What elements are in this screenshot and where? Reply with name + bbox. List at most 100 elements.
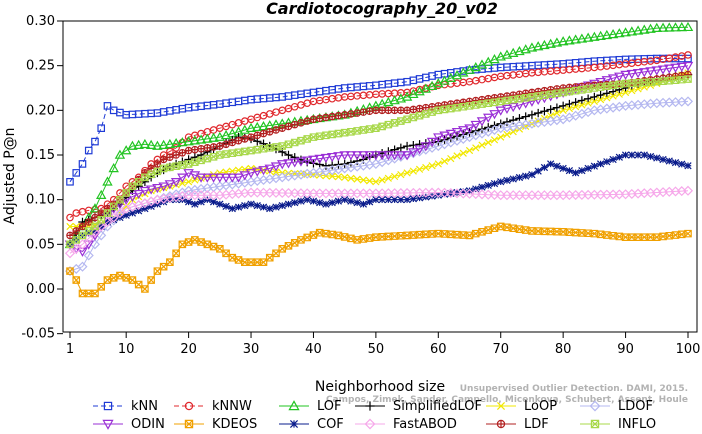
data-point-asterisk [228,204,236,213]
data-point-x [372,178,380,186]
data-point-asterisk [409,195,417,203]
data-point-square-x [234,256,243,264]
data-point-triangle [158,139,169,149]
data-point-triangle-down [308,155,319,165]
data-point-square-x [446,104,455,113]
data-point-x [609,92,617,100]
data-point-square-x [97,215,106,224]
data-point-asterisk [497,178,505,186]
series-odin [64,61,694,257]
x-axis-label: Neighborhood size [315,379,445,395]
data-point-triangle [526,42,538,52]
data-point-asterisk [216,200,224,208]
data-point-square-x [147,276,155,284]
data-point-square-x [484,226,493,234]
data-point-circle [184,401,194,411]
data-point-square [109,106,118,115]
data-point-square [78,160,87,168]
data-point-asterisk [628,151,636,159]
data-point-circle-plus [340,111,349,119]
data-point-asterisk [603,158,611,166]
data-point-square-x [134,178,143,186]
data-point-triangle-down [645,67,656,77]
data-point-triangle-down [295,157,307,167]
data-point-x [578,101,586,109]
data-point-triangle-down [651,66,663,76]
data-point-asterisk [515,173,524,182]
data-point-asterisk [328,199,336,207]
data-point-x [384,174,392,182]
data-point-square-x [403,115,411,124]
data-point-square-x [203,154,212,163]
data-point-circle-plus [334,111,343,120]
data-point-square-x [109,202,118,211]
data-point-square-x [534,92,542,100]
data-point-circle-plus [197,145,205,153]
data-point-square-x [590,84,599,92]
data-point-triangle [89,203,101,213]
data-point-circle-plus [272,126,280,134]
data-point-triangle [682,21,694,32]
data-point-circle-plus [84,218,93,226]
data-point-square-x [659,232,667,241]
data-point-x [572,103,580,111]
data-point-triangle-down [383,151,394,161]
data-point-triangle-down [682,61,694,72]
data-point-x [397,171,405,179]
data-point-triangle [582,32,594,42]
y-tick-label: 0.15 [26,148,55,163]
data-point-square-x [166,163,174,172]
data-point-circle-plus [234,136,243,145]
data-point-square-x [609,81,617,90]
data-point-square-x [216,151,224,159]
data-point-x [603,94,611,102]
data-point-square-x [172,162,180,170]
data-point-triangle-down [283,159,294,169]
data-point-asterisk [397,196,405,204]
data-point-asterisk [528,171,536,179]
data-point-plus [533,108,543,118]
data-point-asterisk [584,164,592,173]
data-point-triangle-down [470,120,481,131]
data-point-asterisk [297,197,305,205]
data-point-triangle-down [458,126,469,136]
y-tick-label: 0.10 [26,193,55,208]
data-point-asterisk [503,176,511,184]
data-point-triangle [607,28,619,39]
data-point-asterisk [222,202,230,210]
x-tick-label: 70 [492,342,509,357]
data-point-square-x [553,89,561,98]
data-point-asterisk [303,196,311,204]
y-tick-label: 0.20 [26,103,55,118]
data-point-asterisk [372,196,380,204]
data-point-circle-plus [284,122,293,131]
data-point-asterisk [184,198,193,206]
data-point-square-x [303,233,312,242]
data-point-triangle-down [426,137,438,148]
y-axis: -0.05 0.00 0.05 0.10 0.15 0.20 0.25 0.30 [21,14,63,342]
data-point-triangle-down [339,151,350,161]
series-layer [64,21,694,298]
data-point-triangle-down [326,152,338,163]
data-point-triangle-down [227,173,238,183]
data-point-asterisk [453,188,461,197]
data-point-square-x [184,160,193,168]
data-point-x [334,173,343,181]
data-point-x [621,88,630,97]
data-point-x [378,176,386,184]
data-point-square-x [297,136,305,145]
data-point-asterisk [490,179,499,188]
data-point-triangle-down [657,65,669,75]
data-point-x [409,167,417,175]
data-point-asterisk [390,196,399,204]
data-point-asterisk [122,211,130,219]
data-point-triangle-down [233,173,244,183]
data-point-circle-plus [359,108,368,116]
data-point-triangle-down [145,185,157,195]
data-point-square-x [128,276,137,284]
data-point-plus [284,150,293,160]
data-point-triangle-down [601,76,613,86]
data-point-triangle [495,51,506,61]
data-point-x [596,95,605,104]
data-point-asterisk [359,200,368,208]
